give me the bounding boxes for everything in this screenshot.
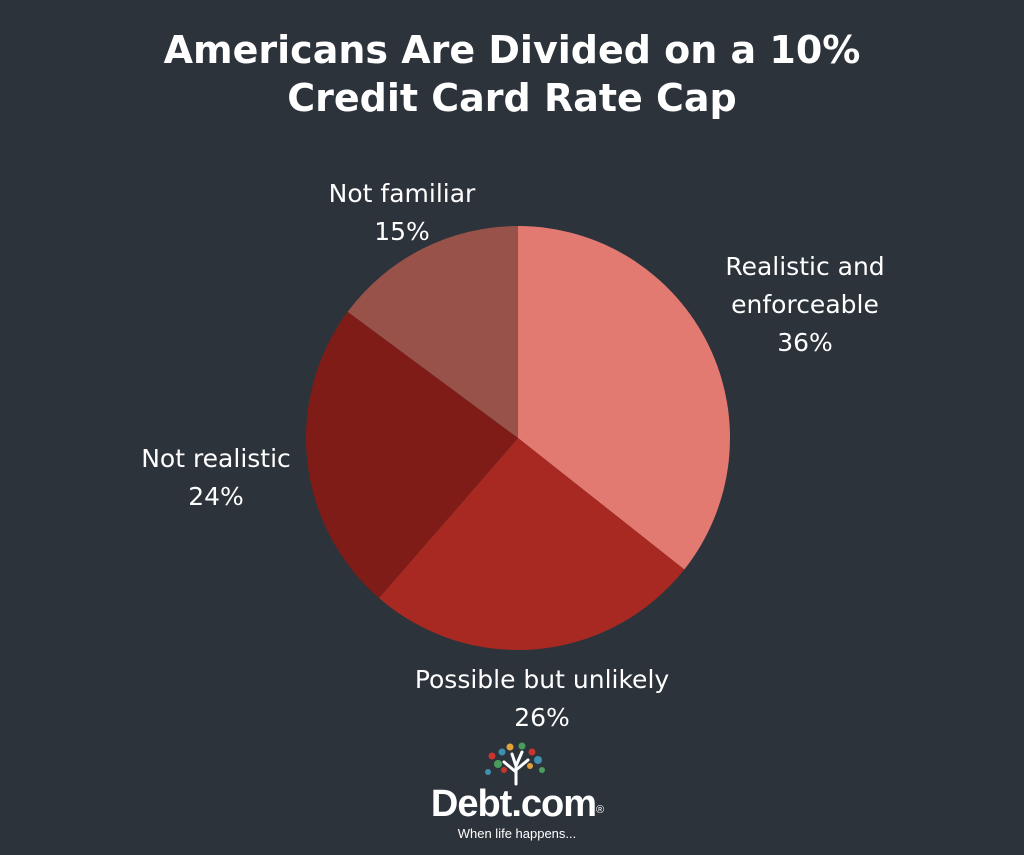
slice-value-possible-but-unlikely: 26% [514,703,570,732]
slice-value-realistic-and-enforceable: 36% [777,328,833,357]
logo-brand-text: Debt.com [430,783,597,825]
slice-label-not-familiar: Not familiar 15% [282,175,522,251]
slice-label-realistic-and-enforceable-line-2: enforceable [731,290,879,319]
pie-slices [305,226,730,650]
slice-label-not-realistic-line-1: Not realistic [141,444,291,473]
chart-title-line-1: Americans Are Divided on a 10% [163,28,861,72]
slice-label-not-realistic: Not realistic 24% [96,440,336,516]
slice-label-realistic-and-enforceable: Realistic and enforceable 36% [680,248,930,362]
slice-label-realistic-and-enforceable-line-1: Realistic and [725,252,885,281]
slice-label-possible-but-unlikely-line-1: Possible but unlikely [414,665,670,694]
pie-slice-possible-but-unlikely [378,438,685,650]
registered-mark: ® [596,804,604,816]
pie-slice-not-realistic [305,311,518,599]
pie-slice-not-familiar [347,226,518,438]
logo-brand: Debt.com® [412,782,622,826]
chart-title: Americans Are Divided on a 10% Credit Ca… [112,26,912,122]
tree-icon [485,742,545,786]
chart-title-line-2: Credit Card Rate Cap [287,76,737,120]
slice-label-possible-but-unlikely: Possible but unlikely 26% [362,661,722,737]
slice-value-not-realistic: 24% [188,482,244,511]
logo-tagline: When life happens... [457,826,577,841]
pie-slice-realistic-and-enforceable [518,226,730,570]
slice-label-not-familiar-line-1: Not familiar [328,179,476,208]
debt-com-logo: Debt.com® When life happens... [412,742,622,848]
slice-value-not-familiar: 15% [374,217,430,246]
